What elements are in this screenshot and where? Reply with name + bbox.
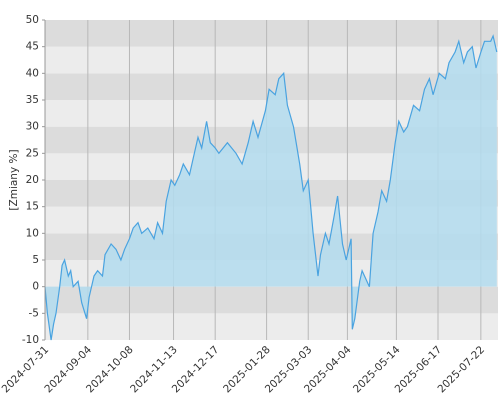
y-tick-label: 15 [26,201,39,213]
y-tick-label: 45 [26,41,39,53]
y-tick-label: 10 [26,227,39,239]
y-tick-label: -10 [22,334,39,346]
y-tick-label: 25 [26,147,39,159]
grid-band [45,313,498,340]
y-tick-label: 30 [26,121,39,133]
y-tick-label: 50 [26,14,39,26]
line [44,34,498,341]
y-tick-label: -5 [29,307,39,319]
y-tick-label: 35 [26,94,39,106]
y-tick-label: 20 [26,174,39,186]
grid-band [45,286,498,314]
grid-band [45,20,498,47]
grid-band [45,46,498,74]
area-fill [45,36,497,340]
y-tick-label: 0 [32,281,39,293]
y-tick-label: 40 [26,67,39,79]
y-tick-label: 5 [32,254,39,266]
y-axis-label: [Zmiany %] [8,149,20,210]
